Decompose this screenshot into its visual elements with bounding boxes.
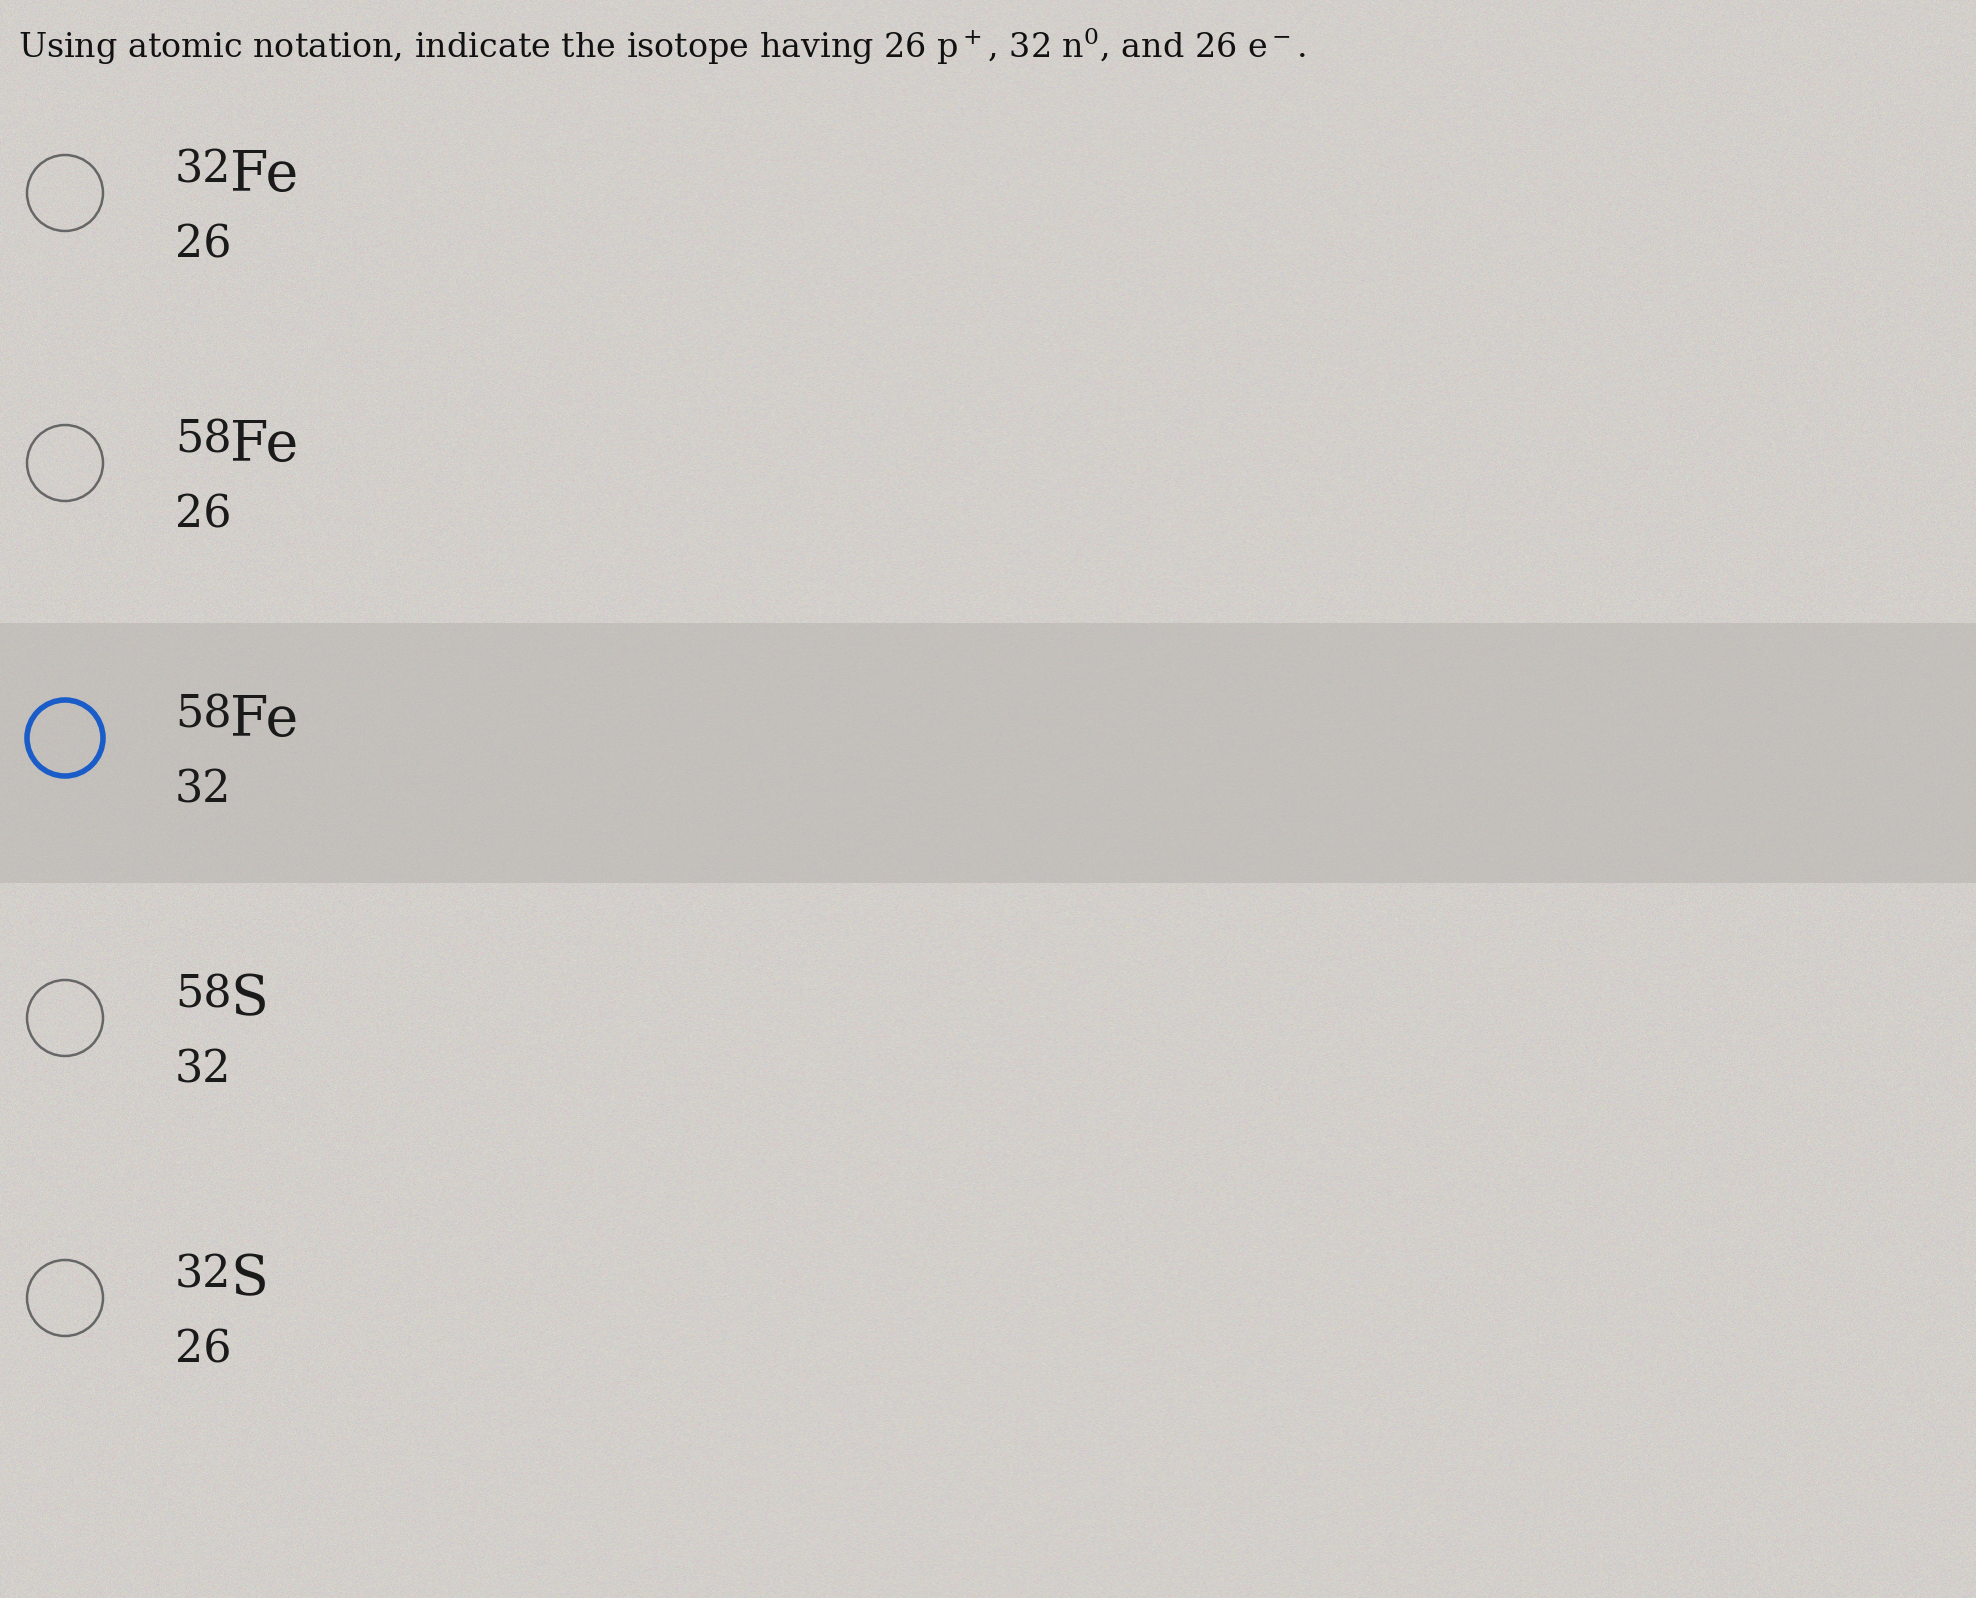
Text: 32: 32	[176, 149, 231, 192]
Text: 32: 32	[176, 769, 231, 812]
Text: 58: 58	[176, 419, 231, 462]
Text: 26: 26	[176, 1328, 231, 1371]
Text: 58: 58	[176, 694, 231, 737]
Text: Fe: Fe	[229, 419, 298, 473]
Text: Fe: Fe	[229, 149, 298, 203]
Text: Fe: Fe	[229, 694, 298, 748]
Text: 32: 32	[176, 1253, 231, 1296]
Text: Using atomic notation, indicate the isotope having 26 p$^+$, 32 n$^0$, and 26 e$: Using atomic notation, indicate the isot…	[18, 26, 1306, 67]
Text: 32: 32	[176, 1048, 231, 1091]
Text: S: S	[229, 973, 269, 1028]
Text: 58: 58	[176, 973, 231, 1016]
Bar	[0, 623, 1976, 884]
Text: 26: 26	[176, 224, 231, 267]
Text: S: S	[229, 1253, 269, 1307]
Text: 26: 26	[176, 494, 231, 537]
